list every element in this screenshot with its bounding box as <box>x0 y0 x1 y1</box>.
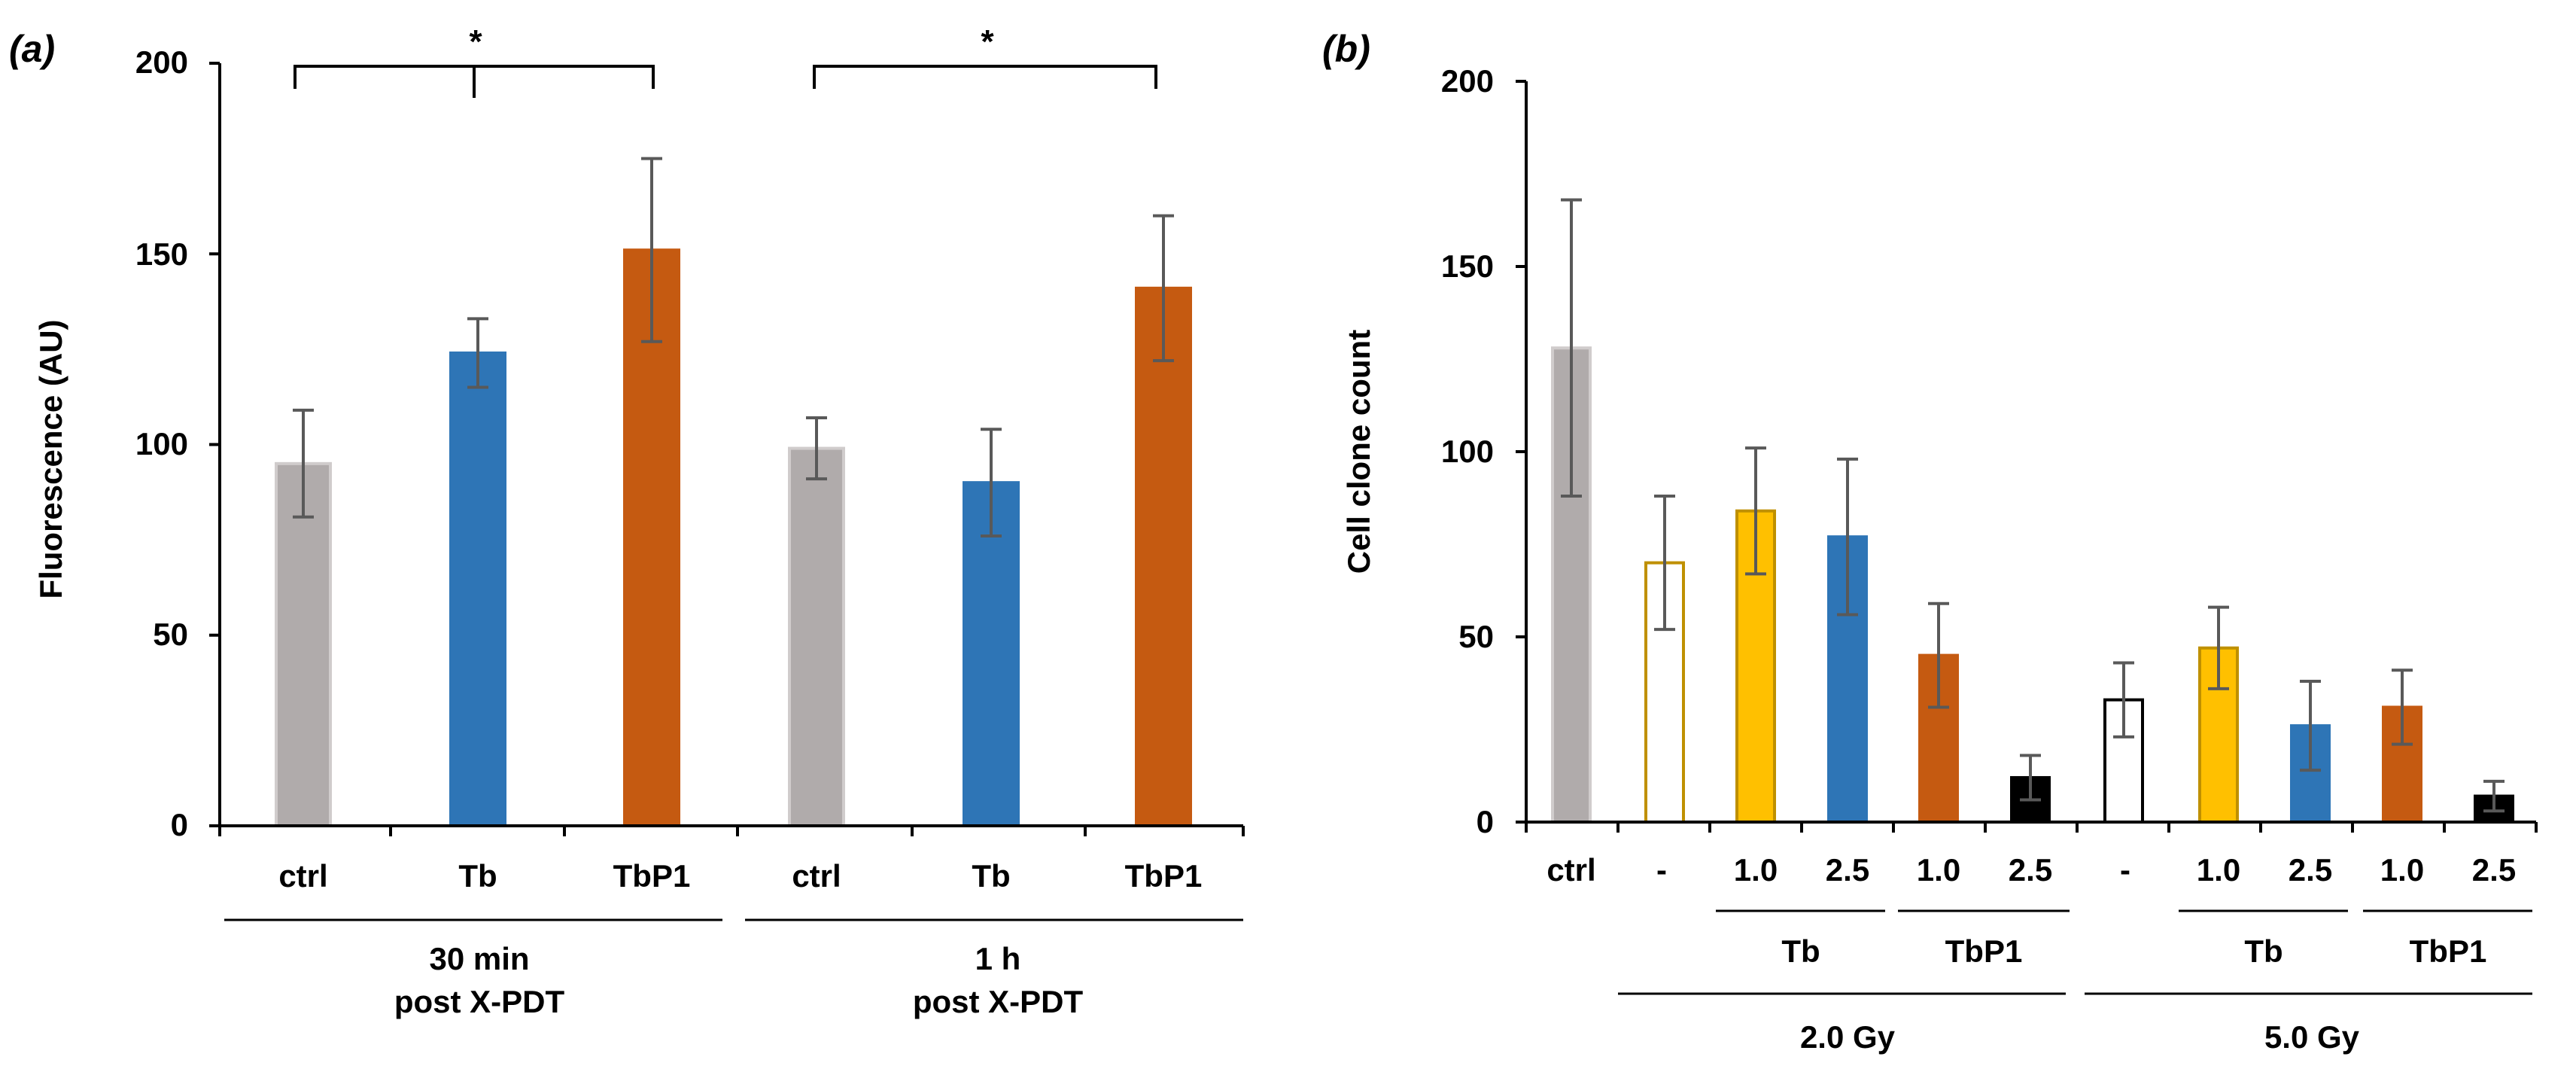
panel-a-ytick-50: 50 <box>153 617 188 652</box>
panel-b-subgroup-label: TbP1 <box>2410 933 2487 969</box>
panel-a-category-label: TbP1 <box>1125 858 1203 894</box>
panel-a-group-label: 30 min <box>429 941 529 976</box>
panel-a-significance-star: * <box>981 23 994 60</box>
panel-a-significance-bracket <box>293 65 655 98</box>
panel-b-group-label: 2.0 Gy <box>1800 1019 1896 1055</box>
panel-b-category-label: 2.5 <box>2289 852 2332 888</box>
panel-b-ytick-150: 150 <box>1441 248 1494 284</box>
panel-a-ytick-0: 0 <box>171 807 188 842</box>
panel-a-bar <box>449 351 506 827</box>
panel-a-bar <box>788 446 845 827</box>
panel-b-ytick-200: 200 <box>1441 63 1494 99</box>
panel-a-ytick-100: 100 <box>135 426 188 461</box>
panel-a-group-label: post X-PDT <box>394 984 565 1019</box>
panel-a-category-label: Tb <box>458 858 497 894</box>
panel-b-subgroup-label: Tb <box>1781 933 1820 969</box>
panel-a-category-label: Tb <box>972 858 1010 894</box>
panel-a-group-label: post X-PDT <box>913 984 1084 1019</box>
panel-b-label: (b) <box>1322 28 1370 70</box>
panel-b-category-label: 1.0 <box>2380 852 2424 888</box>
panel-a-label: (a) <box>9 28 55 70</box>
panel-b-subgroup-label: TbP1 <box>1945 933 2023 969</box>
panel-b-category-label: 2.5 <box>2009 852 2052 888</box>
panel-a-bar <box>1135 286 1192 827</box>
panel-b-category-label: 1.0 <box>2197 852 2240 888</box>
panel-b-ytick-50: 50 <box>1458 619 1494 654</box>
panel-b-category-label: 1.0 <box>1917 852 1960 888</box>
panel-b-ytick-0: 0 <box>1477 804 1494 839</box>
panel-b-subgroup-label: Tb <box>2244 933 2283 969</box>
panel-b-category-label: 2.5 <box>1826 852 1869 888</box>
panel-a-category-label: ctrl <box>792 858 841 894</box>
panel-b-category-label: ctrl <box>1547 852 1595 888</box>
panel-b-category-label: 1.0 <box>1734 852 1778 888</box>
panel-a-significance-star: * <box>469 23 482 60</box>
panel-b-category-label: 2.5 <box>2472 852 2516 888</box>
panel-a-bar <box>275 461 332 827</box>
panel-b-group-label: 5.0 Gy <box>2264 1019 2360 1055</box>
panel-a-significance-bracket <box>813 65 1157 89</box>
panel-b-y-axis-title: Cell clone count <box>1341 330 1376 574</box>
panel-a-y-axis-title: Fluorescence (AU) <box>33 319 68 598</box>
panel-a: (a) Fluorescence (AU) 0 50 100 150 200 c… <box>9 23 1245 1019</box>
panel-a-ytick-150: 150 <box>135 236 188 272</box>
panel-a-category-label: TbP1 <box>613 858 691 894</box>
panel-b: (b) Cell clone count 0 50 100 150 200 ct… <box>1322 28 2538 1055</box>
panel-a-bar <box>963 481 1020 828</box>
panel-b-category-label: - <box>1656 852 1667 888</box>
panel-b-ytick-100: 100 <box>1441 434 1494 469</box>
panel-b-category-label: - <box>2120 852 2130 888</box>
panel-a-group-label: 1 h <box>975 941 1021 976</box>
panel-a-ytick-200: 200 <box>135 44 188 80</box>
panel-a-category-label: ctrl <box>278 858 327 894</box>
